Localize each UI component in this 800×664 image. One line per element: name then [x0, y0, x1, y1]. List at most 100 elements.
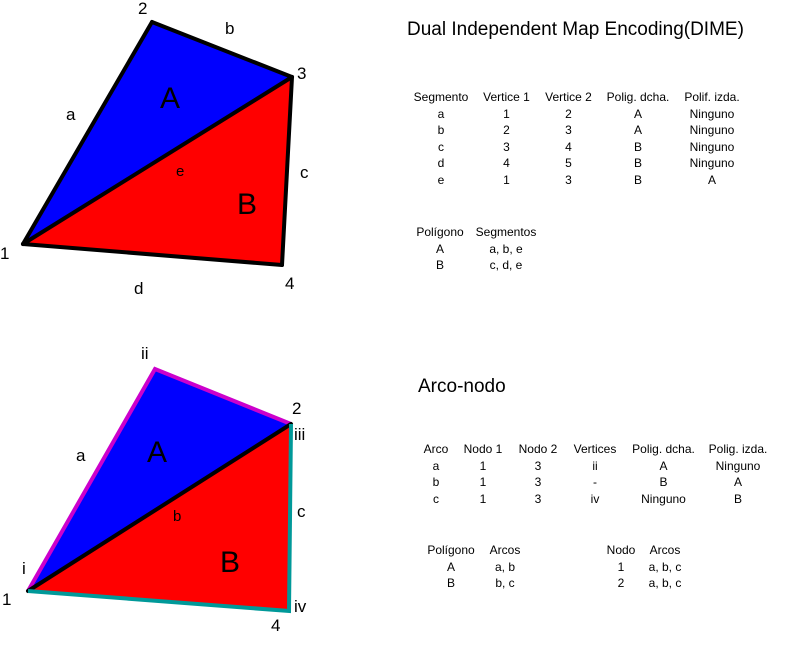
table-row: A a, b [423, 559, 531, 576]
segment-label-e: e [176, 163, 185, 180]
table-cell: a [437, 106, 445, 121]
arc-c-line [27, 423, 293, 614]
table-cell: ii [592, 458, 598, 473]
table-cell: B [446, 576, 455, 591]
table-cell: a [432, 458, 440, 473]
segment-label-b: b [225, 19, 235, 38]
table-header-row: Polígono Arcos [423, 542, 531, 559]
arc-label-c: c [297, 502, 306, 521]
table-cell: 3 [534, 491, 542, 506]
table-cell: a, b, e [489, 241, 523, 256]
table-cell: A [707, 172, 716, 187]
table-header-row: Arco Nodo 1 Nodo 2 Vertices Polig. dcha.… [419, 441, 776, 458]
segment-a-line [21, 20, 154, 246]
vertex-label-1: 1 [0, 244, 10, 263]
table-cell: 3 [565, 123, 572, 138]
column-header: Vertice 1 [483, 90, 530, 105]
table-row: b 1 3 - B A [419, 474, 776, 491]
table-row: b 2 3 A Ninguno [409, 122, 745, 139]
column-header: Polig. dcha. [606, 90, 670, 105]
table-cell: a, b, c [648, 576, 682, 591]
table-cell: c, d, e [489, 258, 523, 273]
table-row: c 3 4 B Ninguno [409, 139, 745, 156]
segment-e-line [21, 75, 294, 246]
table-row: d 4 5 B Ninguno [409, 155, 745, 172]
table-cell: A [659, 458, 668, 473]
polygon-label-b: B [237, 188, 258, 221]
column-header: Polígono [427, 543, 475, 558]
table-row: B b, c [423, 575, 531, 592]
table-cell: B [633, 139, 642, 154]
table-cell: 1 [479, 491, 487, 506]
vertex-label-i: i [22, 559, 26, 578]
arc-label-b: b [173, 508, 182, 525]
vertex-label-3: 3 [297, 64, 307, 83]
column-header: Polig. izda. [708, 442, 768, 457]
vertex-label-iii: iii [294, 425, 306, 444]
table-cell: - [593, 475, 597, 490]
node-label-2: 2 [292, 399, 302, 418]
polygon-b-fill [23, 77, 292, 265]
table-cell: 3 [534, 458, 542, 473]
table-cell: A [446, 559, 455, 574]
table-cell: b, c [495, 576, 515, 591]
table-cell: 4 [503, 156, 510, 171]
table-cell: B [633, 172, 642, 187]
vertex-label-4: 4 [285, 274, 295, 293]
table-row: e 1 3 B A [409, 172, 745, 189]
node-label-1: 1 [2, 590, 12, 609]
arc-polygon-label-a: A [147, 436, 168, 469]
table-cell: c [433, 491, 439, 506]
table-row: a 1 2 A Ninguno [409, 106, 745, 123]
table-cell: c [438, 139, 444, 154]
column-header: Nodo 2 [518, 442, 558, 457]
table-cell: A [633, 106, 642, 121]
table-header-row: Nodo Arcos [603, 542, 691, 559]
table-cell: e [437, 172, 445, 187]
table-cell: 5 [565, 156, 572, 171]
table-cell: Ninguno [689, 106, 735, 121]
table-cell: b [432, 475, 440, 490]
table-row: A a, b, e [412, 241, 544, 258]
column-header: Vertice 2 [545, 90, 592, 105]
table-header-row: Segmento Vertice 1 Vertice 2 Polig. dcha… [409, 89, 745, 106]
dime-title: Dual Independent Map Encoding(DIME) [407, 19, 744, 40]
table-cell: 1 [503, 106, 510, 121]
table-row: B c, d, e [412, 257, 544, 274]
table-cell: A [435, 241, 444, 256]
table-cell: b [437, 123, 445, 138]
dime-polygons-table: Polígono Segmentos A a, b, e B c, d, e [412, 224, 544, 274]
table-cell: B [633, 156, 642, 171]
table-row: 2 a, b, c [603, 575, 691, 592]
table-cell: 2 [503, 123, 510, 138]
table-cell: 2 [565, 106, 572, 121]
arc-label-a: a [76, 446, 86, 465]
segment-c-line [280, 75, 294, 267]
arc-b-line [26, 422, 293, 593]
dime-segments-table: Segmento Vertice 1 Vertice 2 Polig. dcha… [409, 89, 745, 188]
column-header: Segmentos [475, 225, 537, 240]
table-row: a 1 3 ii A Ninguno [419, 458, 776, 475]
vertex-label-ii: ii [141, 344, 149, 363]
segment-label-c: c [300, 163, 309, 182]
arc-node-arcs-table: Arco Nodo 1 Nodo 2 Vertices Polig. dcha.… [419, 441, 776, 507]
column-header: Arcos [489, 543, 521, 558]
column-header: Arcos [649, 543, 681, 558]
segment-b-line [150, 20, 294, 79]
column-header: Arco [423, 442, 449, 457]
arc-node-title: Arco-nodo [418, 376, 506, 397]
table-row: c 1 3 iv Ninguno B [419, 491, 776, 508]
table-cell: 3 [534, 475, 542, 490]
table-cell: Ninguno [641, 491, 686, 506]
segment-d-line [21, 242, 284, 267]
table-cell: 2 [617, 576, 625, 591]
polygon-label-a: A [160, 82, 181, 115]
column-header: Polígono [416, 225, 464, 240]
polygon-a-fill [23, 22, 292, 244]
vertex-label-2: 2 [138, 0, 148, 18]
table-cell: Ninguno [689, 139, 735, 154]
column-header: Vertices [573, 442, 617, 457]
table-cell: Ninguno [689, 123, 735, 138]
arc-node-polygons-table: Polígono Arcos A a, b B b, c [423, 542, 531, 592]
